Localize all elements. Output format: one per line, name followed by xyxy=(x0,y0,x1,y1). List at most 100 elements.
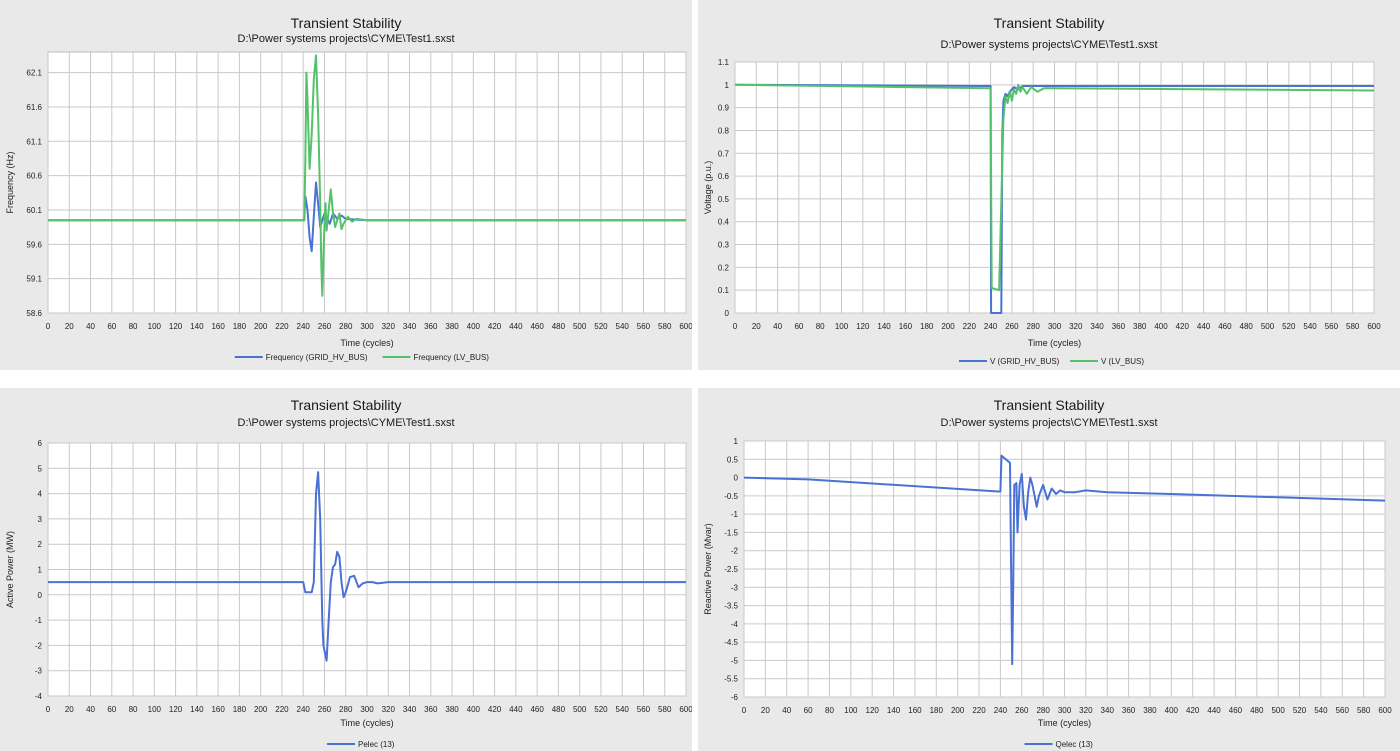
x-tick-label: 0 xyxy=(733,322,738,331)
x-tick-label: 340 xyxy=(403,322,417,331)
x-tick-label: 380 xyxy=(445,322,459,331)
x-tick-label: 540 xyxy=(616,322,630,331)
x-tick-label: 440 xyxy=(1197,322,1211,331)
y-tick-label: 61.1 xyxy=(26,137,42,146)
chart-panel-active-power: Transient Stability D:\Power systems proj… xyxy=(0,388,692,751)
y-tick-label: 0.3 xyxy=(718,241,730,250)
x-tick-label: 120 xyxy=(856,322,870,331)
y-tick-label: -3 xyxy=(731,583,739,592)
x-tick-label: 160 xyxy=(899,322,913,331)
x-tick-label: 400 xyxy=(467,705,481,714)
y-tick-label: -5.5 xyxy=(724,675,738,684)
y-tick-label: -1.5 xyxy=(724,528,738,537)
chart-subtitle: D:\Power systems projects\CYME\Test1.sxs… xyxy=(238,33,455,45)
x-tick-label: 420 xyxy=(488,322,502,331)
x-tick-label: 280 xyxy=(1027,322,1041,331)
x-tick-label: 200 xyxy=(254,705,268,714)
x-tick-label: 480 xyxy=(1250,706,1264,715)
x-tick-label: 460 xyxy=(1229,706,1243,715)
x-tick-label: 100 xyxy=(148,322,162,331)
y-tick-label: 0.2 xyxy=(718,263,730,272)
x-tick-label: 280 xyxy=(339,705,353,714)
y-tick-label: 0.9 xyxy=(718,104,730,113)
legend-label-frequency-grid-hv-bus: Frequency (GRID_HV_BUS) xyxy=(266,353,368,362)
legend-label-frequency-lv-bus: Frequency (LV_BUS) xyxy=(414,353,490,362)
x-tick-label: 80 xyxy=(129,322,138,331)
x-tick-label: 100 xyxy=(844,706,858,715)
x-tick-label: 100 xyxy=(835,322,849,331)
legend-label-pelec-13: Pelec (13) xyxy=(358,740,395,749)
x-tick-label: 580 xyxy=(1357,706,1371,715)
x-tick-label: 500 xyxy=(573,705,587,714)
chart-subtitle: D:\Power systems projects\CYME\Test1.sxs… xyxy=(238,417,455,429)
x-tick-label: 20 xyxy=(761,706,770,715)
x-tick-label: 300 xyxy=(360,705,374,714)
x-axis-label: Time (cycles) xyxy=(340,718,393,728)
x-tick-label: 60 xyxy=(794,322,803,331)
y-tick-label: 60.6 xyxy=(26,172,42,181)
x-tick-label: 160 xyxy=(211,705,225,714)
y-axis-label: Reactive Power (Mvar) xyxy=(703,523,713,615)
x-tick-label: 0 xyxy=(46,322,51,331)
x-tick-label: 340 xyxy=(403,705,417,714)
x-tick-label: 140 xyxy=(190,705,204,714)
x-tick-label: 60 xyxy=(804,706,813,715)
x-tick-label: 440 xyxy=(509,322,523,331)
y-tick-label: 0.8 xyxy=(718,126,730,135)
x-tick-label: 420 xyxy=(1176,322,1190,331)
x-tick-label: 280 xyxy=(339,322,353,331)
x-tick-label: 60 xyxy=(107,322,116,331)
x-tick-label: 180 xyxy=(233,322,247,331)
x-tick-label: 120 xyxy=(169,705,183,714)
x-tick-label: 480 xyxy=(552,705,566,714)
x-tick-label: 20 xyxy=(65,705,74,714)
x-tick-label: 260 xyxy=(1005,322,1019,331)
x-tick-label: 220 xyxy=(275,322,289,331)
x-tick-label: 600 xyxy=(679,705,692,714)
chart-subtitle: D:\Power systems projects\CYME\Test1.sxs… xyxy=(941,39,1158,51)
chart-panel-reactive-power: Transient Stability D:\Power systems proj… xyxy=(698,388,1400,751)
chart-subtitle: D:\Power systems projects\CYME\Test1.sxs… xyxy=(941,417,1158,429)
y-tick-label: -1 xyxy=(731,510,739,519)
x-tick-label: 460 xyxy=(1218,322,1232,331)
chart-title: Transient Stability xyxy=(291,397,402,413)
x-tick-label: 80 xyxy=(825,706,834,715)
x-axis-label: Time (cycles) xyxy=(1038,718,1091,728)
x-tick-label: 260 xyxy=(318,705,332,714)
x-tick-label: 580 xyxy=(658,705,672,714)
y-tick-label: -2 xyxy=(731,547,739,556)
chart-svg: Transient Stability D:\Power systems proj… xyxy=(0,0,692,370)
x-tick-label: 200 xyxy=(254,322,268,331)
x-tick-label: 400 xyxy=(1154,322,1168,331)
x-tick-label: 200 xyxy=(951,706,965,715)
x-tick-label: 460 xyxy=(530,705,544,714)
x-tick-label: 600 xyxy=(1378,706,1392,715)
x-tick-label: 160 xyxy=(211,322,225,331)
x-tick-label: 260 xyxy=(318,322,332,331)
x-tick-label: 260 xyxy=(1015,706,1029,715)
x-tick-label: 180 xyxy=(233,705,247,714)
x-tick-label: 140 xyxy=(887,706,901,715)
x-tick-label: 320 xyxy=(382,322,396,331)
y-tick-label: 62.1 xyxy=(26,69,42,78)
x-tick-label: 340 xyxy=(1101,706,1115,715)
y-tick-label: 3 xyxy=(38,515,43,524)
x-tick-label: 600 xyxy=(679,322,692,331)
y-tick-label: -4 xyxy=(731,620,739,629)
y-tick-label: -3 xyxy=(35,667,43,676)
x-tick-label: 540 xyxy=(616,705,630,714)
y-tick-label: 0.6 xyxy=(718,172,730,181)
chart-svg: Transient Stability D:\Power systems proj… xyxy=(698,388,1400,751)
x-tick-label: 560 xyxy=(637,322,651,331)
y-axis-label: Active Power (MW) xyxy=(5,531,15,608)
y-tick-label: 1 xyxy=(734,437,739,446)
y-tick-label: 59.6 xyxy=(26,240,42,249)
x-tick-label: 540 xyxy=(1303,322,1317,331)
x-tick-label: 60 xyxy=(107,705,116,714)
y-tick-label: 1 xyxy=(725,81,730,90)
x-tick-label: 240 xyxy=(297,705,311,714)
y-tick-label: 0.5 xyxy=(727,455,739,464)
x-tick-label: 580 xyxy=(658,322,672,331)
y-tick-label: -2.5 xyxy=(724,565,738,574)
x-tick-label: 40 xyxy=(782,706,791,715)
